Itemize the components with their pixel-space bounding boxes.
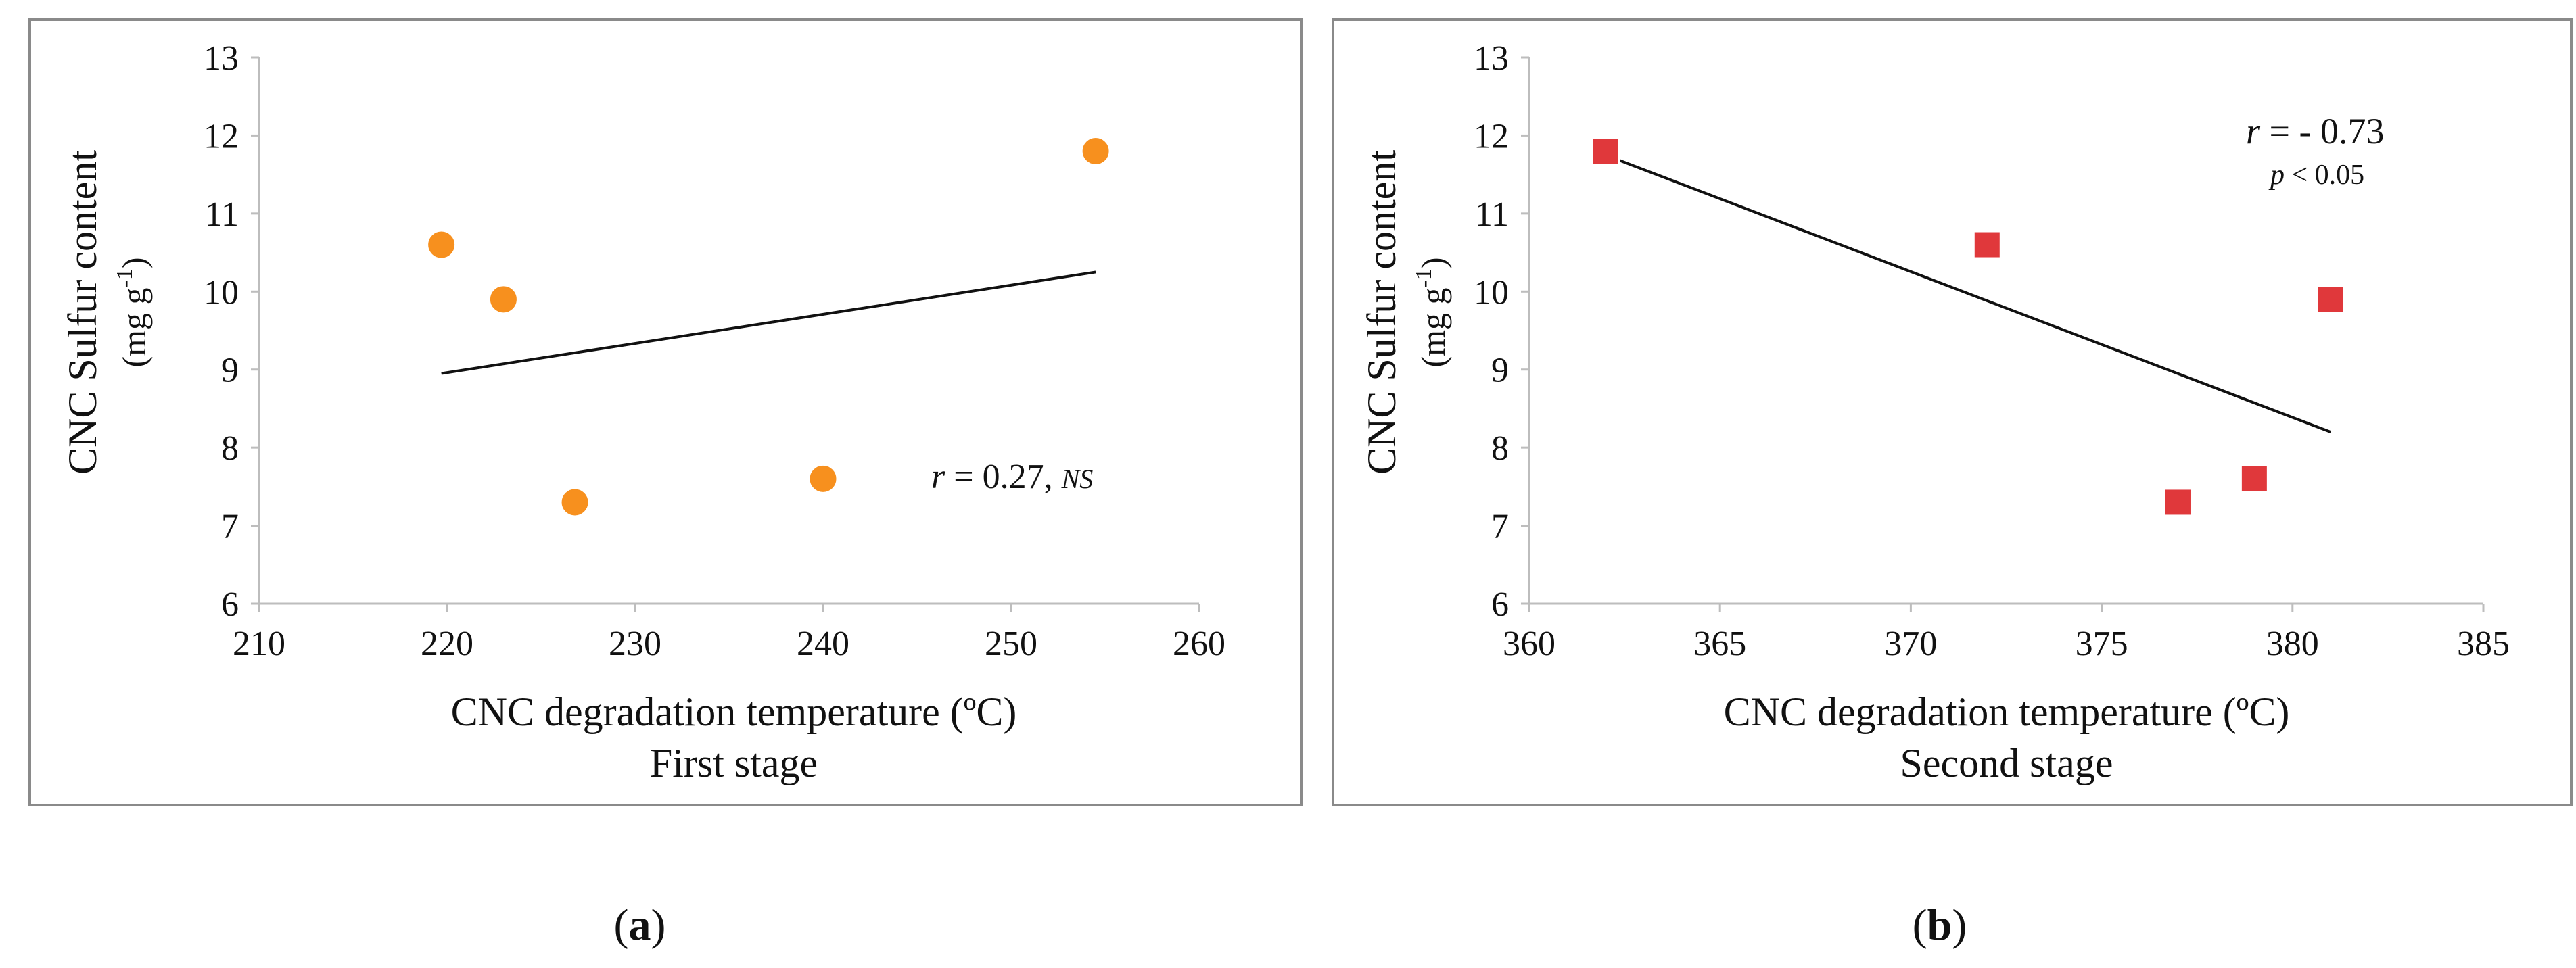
scatter-point-circle (426, 229, 457, 260)
panel-a: CNC Sulfur content (mg g-1) 6 7 8 9 10 11 12 13… (28, 18, 1303, 950)
panel-b-x-axis-sublabel: Second stage (1900, 741, 2113, 785)
y-tick-label: 6 (1491, 585, 1509, 624)
y-tick-label: 13 (1474, 39, 1509, 78)
y-tick-label: 7 (1491, 508, 1509, 546)
panel-b-frame (1332, 18, 2573, 806)
panel-b-x-ticks: 360 365 370 375 380 385 (1503, 604, 2510, 663)
y-tick-label: 8 (1491, 429, 1509, 468)
y-tick-label: 7 (221, 508, 239, 546)
x-tick-label: 385 (2457, 625, 2510, 663)
panel-b: CNC Sulfur content (mg g-1) 6 7 8 9 10 11 12 13… (1332, 18, 2573, 950)
y-tick-label: 11 (205, 195, 239, 234)
y-tick-label: 9 (221, 352, 239, 390)
panel-a-caption: (a) (614, 900, 666, 950)
panel-b-y-axis-unit: (mg g-1) (1411, 257, 1452, 367)
panel-b-y-axis-label: CNC Sulfur content (1359, 150, 1404, 475)
scatter-point-square (2239, 464, 2269, 493)
y-tick-label: 9 (1491, 352, 1509, 390)
panel-a-y-ticks: 6 7 8 9 10 11 12 13 (204, 39, 259, 624)
y-tick-label: 6 (221, 585, 239, 624)
x-tick-label: 250 (985, 625, 1037, 663)
y-tick-label: 12 (1474, 117, 1509, 155)
y-tick-label: 11 (1475, 195, 1509, 234)
panel-b-trendline (1605, 153, 2331, 433)
x-tick-label: 365 (1693, 625, 1746, 663)
panel-a-x-ticks: 210 220 230 240 250 260 (233, 604, 1225, 663)
panel-b-y-ticks: 6 7 8 9 10 11 12 13 (1474, 39, 1529, 624)
panel-a-x-axis-sublabel: First stage (650, 741, 818, 785)
scatter-point-circle (1080, 136, 1111, 167)
panel-a-y-axis-label: CNC Sulfur content (60, 150, 105, 475)
scatter-point-circle (559, 487, 590, 518)
scatter-point-square (1591, 137, 1620, 166)
y-tick-label: 13 (204, 39, 239, 78)
scatter-point-circle (488, 284, 519, 315)
x-tick-label: 220 (421, 625, 473, 663)
x-tick-label: 230 (609, 625, 661, 663)
scatter-point-square (2163, 487, 2193, 517)
y-tick-label: 10 (204, 273, 239, 312)
panel-b-data-points (1591, 137, 2345, 517)
x-tick-label: 260 (1173, 625, 1225, 663)
panel-a-data-points (426, 136, 1111, 518)
y-tick-label: 8 (221, 429, 239, 468)
panel-b-caption: (b) (1913, 900, 1967, 950)
x-tick-label: 360 (1503, 625, 1555, 663)
panel-a-annotation: r = 0.27, NS (931, 458, 1093, 496)
x-tick-label: 370 (1884, 625, 1937, 663)
panel-b-annotation-r: r = - 0.73 (2246, 111, 2384, 151)
panel-a-x-axis-label: CNC degradation temperature (ºC) (451, 689, 1017, 734)
panel-b-x-axis-label: CNC degradation temperature (ºC) (1724, 689, 2290, 734)
scatter-point-square (2316, 285, 2345, 314)
scatter-point-circle (807, 463, 839, 494)
x-tick-label: 210 (233, 625, 285, 663)
x-tick-label: 240 (797, 625, 849, 663)
scatter-point-square (1972, 230, 2002, 260)
y-tick-label: 12 (204, 117, 239, 155)
panel-a-y-axis-title: CNC Sulfur content (mg g-1) (60, 150, 153, 475)
panel-b-y-axis-title: CNC Sulfur content (mg g-1) (1359, 150, 1452, 475)
y-tick-label: 10 (1474, 273, 1509, 312)
x-tick-label: 380 (2266, 625, 2319, 663)
x-tick-label: 375 (2076, 625, 2128, 663)
panel-b-annotation-p: p < 0.05 (2268, 160, 2364, 191)
panel-a-trendline (441, 270, 1096, 375)
panel-a-y-axis-unit: (mg g-1) (112, 257, 153, 367)
